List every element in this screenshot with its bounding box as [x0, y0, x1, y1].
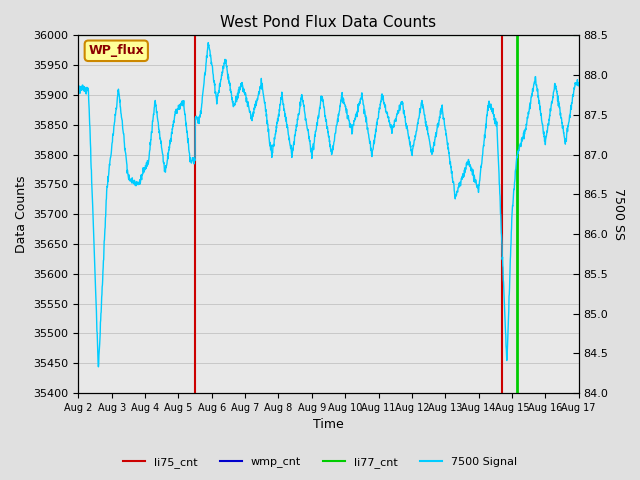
X-axis label: Time: Time [313, 419, 344, 432]
Y-axis label: Data Counts: Data Counts [15, 176, 28, 253]
Title: West Pond Flux Data Counts: West Pond Flux Data Counts [220, 15, 436, 30]
Y-axis label: 7500 SS: 7500 SS [612, 188, 625, 240]
Legend: li75_cnt, wmp_cnt, li77_cnt, 7500 Signal: li75_cnt, wmp_cnt, li77_cnt, 7500 Signal [118, 452, 522, 472]
Text: WP_flux: WP_flux [88, 44, 144, 57]
